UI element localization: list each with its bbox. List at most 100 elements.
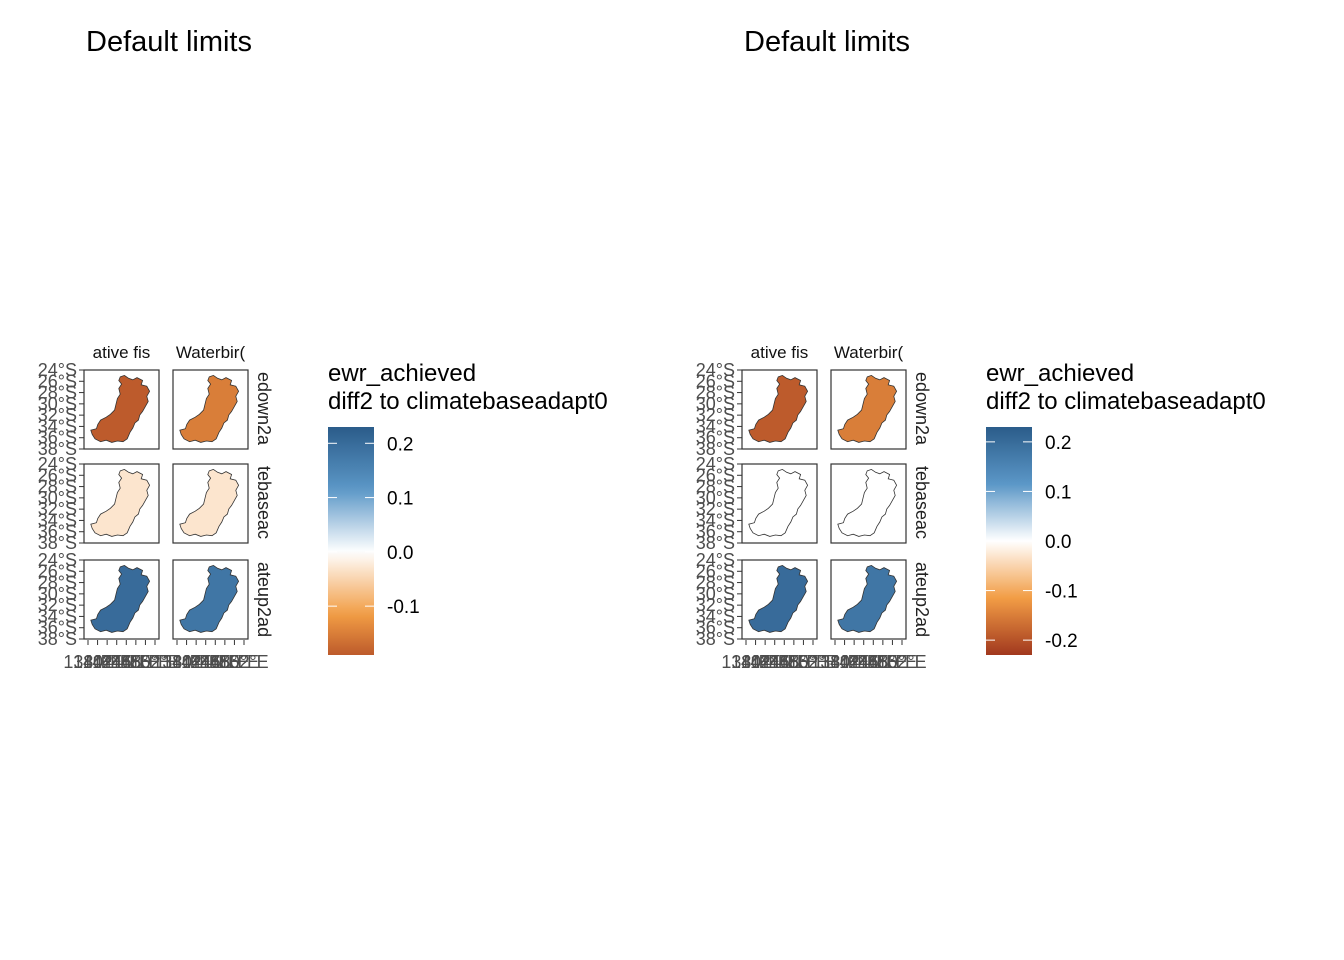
y-tick-label: 26°S xyxy=(696,561,735,581)
x-tick-label: 138°E xyxy=(63,652,112,672)
facet-panel xyxy=(172,369,249,450)
y-tick-label: 24°S xyxy=(38,360,77,380)
y-tick-label: 24°S xyxy=(38,550,77,570)
legend-colorbar xyxy=(328,427,374,655)
y-tick-label: 38°S xyxy=(696,439,735,459)
x-tick-label: 152°E xyxy=(219,652,268,672)
x-tick-label: 148°E xyxy=(769,652,818,672)
y-tick-label: 24°S xyxy=(696,454,735,474)
x-tick-label: 148°E xyxy=(111,652,160,672)
x-tick-label: 146°E xyxy=(760,652,809,672)
x-tick-label: 144°E xyxy=(92,652,141,672)
y-tick-label: 28°S xyxy=(38,383,77,403)
x-tick-label: 150°E xyxy=(779,652,828,672)
x-tick-label: 140°E xyxy=(820,652,869,672)
facet-panel xyxy=(83,369,160,450)
facet-panel xyxy=(741,369,818,450)
facet-panel xyxy=(830,463,907,544)
x-tick-label: 142°E xyxy=(830,652,879,672)
facet-row-label: edown2a xyxy=(912,372,932,446)
x-tick-label: 140°E xyxy=(731,652,780,672)
basin-shape xyxy=(748,374,809,443)
y-tick-label: 34°S xyxy=(696,510,735,530)
y-tick-label: 32°S xyxy=(696,595,735,615)
y-tick-label: 30°S xyxy=(38,584,77,604)
facet-column-label: ative fis xyxy=(751,343,809,362)
x-tick-label: 140°E xyxy=(162,652,211,672)
legend-title-line1: ewr_achieved xyxy=(986,360,1134,387)
y-tick-label: 26°S xyxy=(38,561,77,581)
y-tick-label: 32°S xyxy=(38,595,77,615)
y-tick-label: 26°S xyxy=(696,371,735,391)
basin-shape xyxy=(179,374,240,443)
y-tick-label: 38°S xyxy=(38,629,77,649)
legend-break-label: 0.2 xyxy=(1045,433,1071,454)
legend-title-line1: ewr_achieved xyxy=(328,360,476,387)
x-tick-label: 150°E xyxy=(868,652,917,672)
y-tick-label: 36°S xyxy=(38,618,77,638)
x-tick-label: 138°E xyxy=(152,652,201,672)
y-tick-label: 30°S xyxy=(696,488,735,508)
x-tick-label: 140°E xyxy=(73,652,122,672)
y-tick-label: 24°S xyxy=(38,454,77,474)
legend-break-label: 0.1 xyxy=(387,489,413,510)
y-tick-label: 38°S xyxy=(38,439,77,459)
x-tick-label: 150°E xyxy=(121,652,170,672)
facet-panel xyxy=(172,559,249,640)
legend-break-label: -0.2 xyxy=(1045,631,1078,652)
facet-panel xyxy=(172,463,249,544)
basin-shape xyxy=(179,564,240,633)
y-tick-label: 28°S xyxy=(696,477,735,497)
basin-shape xyxy=(837,468,898,537)
y-tick-label: 34°S xyxy=(38,416,77,436)
y-tick-label: 34°S xyxy=(696,416,735,436)
y-tick-label: 30°S xyxy=(696,584,735,604)
basin-shape xyxy=(837,374,898,443)
legend-title-line2: diff2 to climatebaseadapt0 xyxy=(986,388,1266,415)
basin-shape xyxy=(748,468,809,537)
y-tick-label: 36°S xyxy=(38,428,77,448)
y-tick-label: 30°S xyxy=(38,488,77,508)
y-tick-label: 30°S xyxy=(696,394,735,414)
chart-panel-default-limits-1: Default limitsedown2a24°S26°S28°S30°S32°… xyxy=(38,26,608,672)
y-tick-label: 38°S xyxy=(38,533,77,553)
x-tick-label: 142°E xyxy=(172,652,221,672)
facet-row-label: tebaseac xyxy=(912,466,932,539)
chart-title: Default limits xyxy=(86,26,252,58)
x-tick-label: 152°E xyxy=(788,652,837,672)
facet-panel xyxy=(830,369,907,450)
facet-column-label: ative fis xyxy=(93,343,151,362)
facet-panel xyxy=(83,463,160,544)
y-tick-label: 36°S xyxy=(696,618,735,638)
basin-shape xyxy=(179,468,240,537)
y-tick-label: 32°S xyxy=(696,405,735,425)
y-tick-label: 36°S xyxy=(696,522,735,542)
basin-shape xyxy=(837,564,898,633)
x-tick-label: 152°E xyxy=(877,652,926,672)
y-tick-label: 34°S xyxy=(38,606,77,626)
y-tick-label: 32°S xyxy=(696,499,735,519)
facet-row-label: tebaseac xyxy=(254,466,274,539)
legend-break-label: 0.2 xyxy=(387,434,413,455)
legend-break-label: 0.0 xyxy=(1045,532,1071,553)
legend-break-label: 0.1 xyxy=(1045,482,1071,503)
x-tick-label: 142°E xyxy=(741,652,790,672)
chart-panel-default-limits-2: Default limitsedown2a24°S26°S28°S30°S32°… xyxy=(696,26,1266,672)
facet-panel xyxy=(830,559,907,640)
legend-break-label: -0.1 xyxy=(387,597,420,618)
facet-column-label: Waterbir( xyxy=(176,343,246,362)
y-tick-label: 32°S xyxy=(38,499,77,519)
facet-panel xyxy=(741,463,818,544)
y-tick-label: 24°S xyxy=(696,550,735,570)
x-tick-label: 150°E xyxy=(210,652,259,672)
facet-panel xyxy=(83,559,160,640)
y-tick-label: 28°S xyxy=(696,383,735,403)
basin-shape xyxy=(90,564,151,633)
x-tick-label: 138°E xyxy=(721,652,770,672)
facet-column-label: Waterbir( xyxy=(834,343,904,362)
y-tick-label: 24°S xyxy=(696,360,735,380)
y-tick-label: 28°S xyxy=(38,573,77,593)
facet-row-label: ateup2ad xyxy=(254,562,274,637)
legend-break-label: 0.0 xyxy=(387,543,413,564)
